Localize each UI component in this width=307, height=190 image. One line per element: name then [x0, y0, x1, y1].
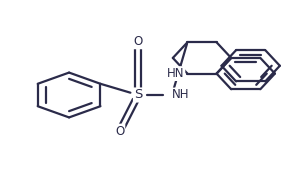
Text: HN: HN [167, 67, 184, 80]
Text: O: O [115, 125, 124, 138]
Text: NH: NH [172, 89, 189, 101]
Text: S: S [134, 89, 142, 101]
Text: O: O [134, 35, 143, 48]
